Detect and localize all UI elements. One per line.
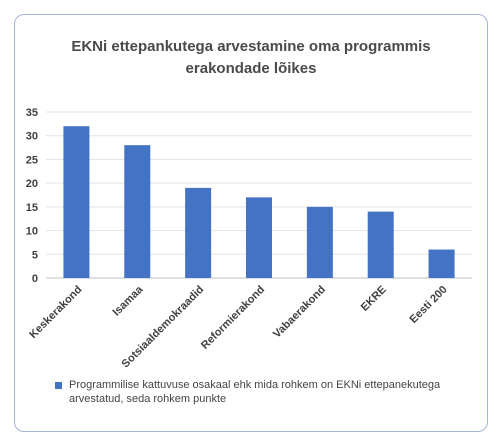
x-axis-labels: Keskerakond IsamaaSotsiaaldemokraadidRefo…: [27, 283, 449, 370]
bar: [63, 126, 90, 278]
chart-title-line-2: erakondade lõikes: [185, 60, 317, 77]
bars: [63, 126, 455, 278]
y-tick-label: 30: [26, 131, 38, 143]
y-tick-label: 10: [26, 226, 38, 238]
bar: [246, 197, 272, 278]
bar: [306, 206, 333, 278]
x-tick-label: Eesti 200: [407, 284, 449, 326]
y-tick-label: 0: [32, 273, 38, 285]
x-tick-label: Reformierakond: [199, 284, 267, 352]
legend: Programmilise kattuvuse osakaal ehk mida…: [55, 378, 475, 406]
bar: [367, 211, 394, 278]
bar: [124, 145, 151, 278]
x-tick-label: Keskerakond: [27, 284, 84, 341]
y-axis-ticks: 0 5 10 15 20 25 30 35: [26, 107, 38, 285]
chart-title-line-1: EKNi ettepankutega arvestamine oma progr…: [71, 38, 431, 55]
legend-swatch: [55, 382, 62, 389]
y-tick-label: 35: [26, 107, 38, 119]
y-tick-label: 15: [26, 202, 38, 214]
x-tick-label: EKRE: [359, 284, 389, 314]
x-tick-label: Vabaerakond: [271, 284, 328, 341]
y-tick-label: 25: [26, 154, 38, 166]
legend-label: Programmilise kattuvuse osakaal ehk mida…: [69, 379, 441, 405]
bar: [185, 187, 212, 278]
chart-title: EKNi ettepankutega arvestamine oma progr…: [14, 36, 488, 80]
bar: [428, 249, 455, 278]
x-tick-label: Isamaa: [111, 283, 146, 318]
y-tick-label: 5: [32, 249, 38, 261]
y-tick-label: 20: [26, 178, 38, 190]
